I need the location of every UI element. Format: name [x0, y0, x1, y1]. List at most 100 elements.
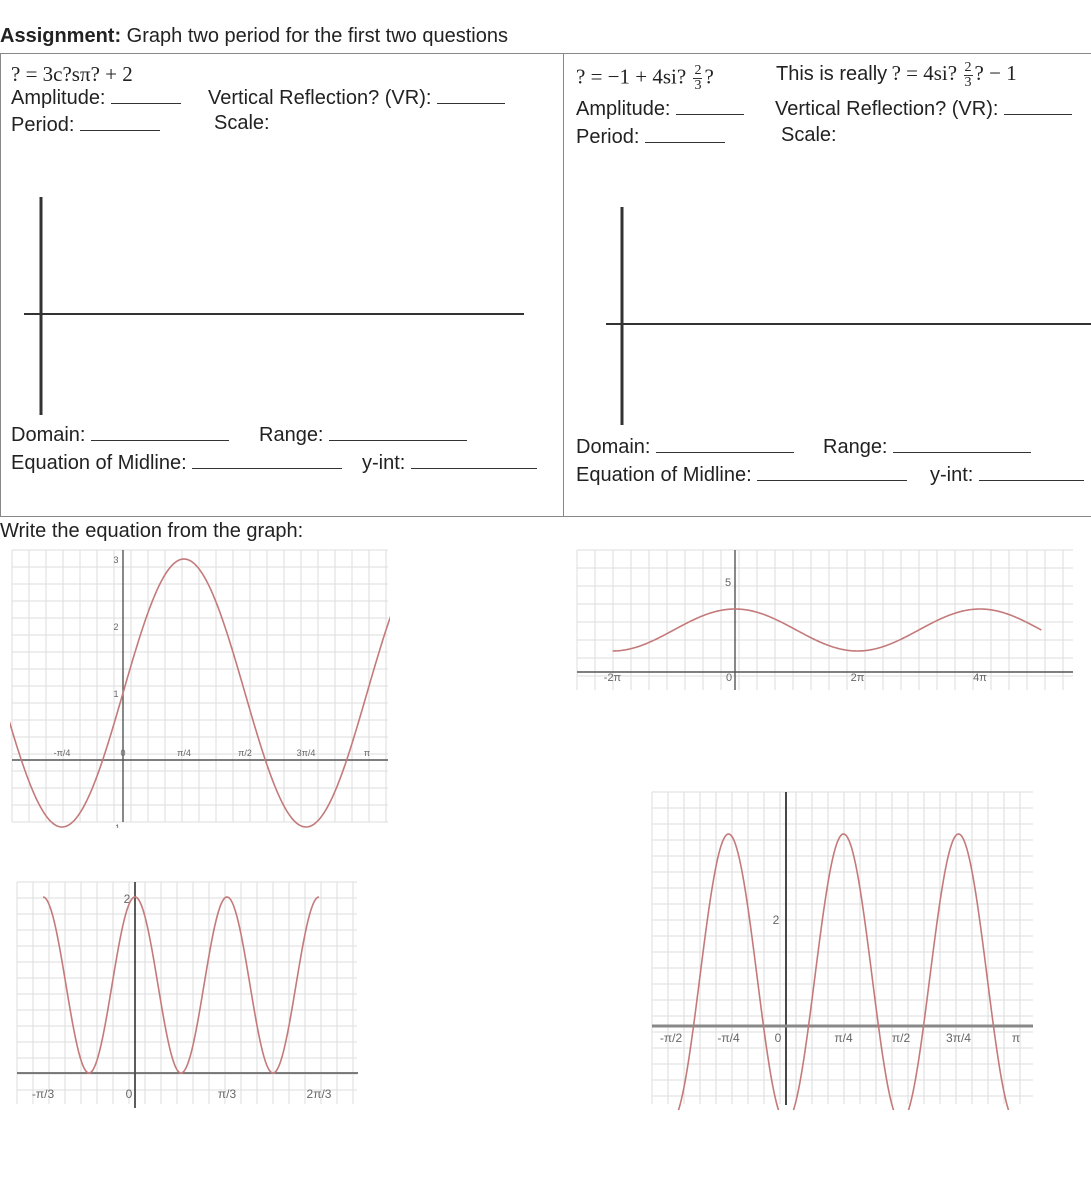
q2-range-field[interactable]: [893, 434, 1032, 453]
graph-b: -2π 0 2π 4π 5: [576, 549, 1073, 690]
q2-midline-label: Equation of Midline:: [576, 464, 752, 486]
q1-vr: Vertical Reflection? (VR):: [208, 85, 505, 110]
graph-c-x-tick-label: 0: [126, 1087, 133, 1101]
q1-vr-label: Vertical Reflection? (VR):: [208, 87, 432, 109]
q2-eq2-after: ? − 1: [974, 61, 1017, 85]
q2-yint: y-int:: [930, 462, 1084, 487]
graph-b-y-tick-label: 5: [725, 577, 731, 589]
q2-equation-after: ?: [704, 64, 714, 89]
q2-domain-label: Domain:: [576, 436, 651, 458]
q1-midline-field[interactable]: [192, 450, 343, 469]
graph-d-x-tick-label: 3π/4: [946, 1031, 971, 1045]
graph-b-x-tick-label: 0: [726, 672, 732, 684]
graph-a-y-tick-label: 1: [113, 689, 118, 699]
q2-amplitude-field[interactable]: [676, 96, 745, 115]
graph-b-x-tick-label: 2π: [851, 672, 865, 684]
q1-domain: Domain:: [11, 422, 230, 447]
q2-frac-num: 2: [693, 63, 703, 79]
graph-d-x-tick-label: π/2: [892, 1031, 911, 1045]
graph-d-x-tick-label: 0: [775, 1031, 782, 1045]
graph-d-x-tick-label: π/4: [834, 1031, 853, 1045]
q1-yint-label: y-int:: [362, 452, 406, 474]
q1-yint-field[interactable]: [410, 450, 537, 469]
q2-domain: Domain:: [576, 434, 795, 459]
q2-vr-field[interactable]: [1003, 96, 1072, 115]
q2-range-label: Range:: [823, 436, 888, 458]
graph-a-x-tick-label: π/2: [238, 748, 252, 758]
q2-yint-label: y-int:: [930, 464, 974, 486]
q2-eq2-frac-num: 2: [963, 60, 973, 77]
q2-amplitude-label: Amplitude:: [576, 98, 671, 120]
q1-period-field[interactable]: [79, 112, 160, 131]
question-1-left-rule: [0, 53, 1, 516]
q1-vr-field[interactable]: [436, 85, 505, 104]
graph-a-x-tick-label: π/4: [177, 748, 191, 758]
q2-eq2-frac-den: 3: [964, 75, 972, 91]
q2-range: Range:: [823, 434, 1032, 459]
q2-period: Period:: [576, 124, 725, 149]
graph-a-x-tick-label: π: [364, 748, 370, 758]
q2-graph-axes[interactable]: [600, 205, 1091, 427]
section-2-title: Write the equation from the graph:: [0, 520, 304, 542]
q2-vr-label: Vertical Reflection? (VR):: [775, 98, 999, 120]
q2-really-label: This is really: [776, 63, 888, 85]
q2-scale: Scale:: [781, 124, 837, 146]
graph-a-y-tick-label: -1: [112, 823, 120, 828]
graph-a-x-tick-label: -π/4: [54, 748, 71, 758]
graph-c-x-tick-label: 2π/3: [307, 1087, 332, 1101]
graph-d-x-tick-label: π: [1012, 1031, 1020, 1045]
q1-range-field[interactable]: [329, 422, 468, 441]
q1-scale: Scale:: [214, 112, 270, 134]
question-2-bottom-rule: [563, 516, 1091, 517]
q1-period: Period:: [11, 112, 160, 137]
graph-b-x-tick-label: 4π: [973, 672, 987, 684]
graph-a-curve: [10, 558, 390, 828]
graph-a-x-tick-label: 0: [120, 748, 125, 758]
q1-period-label: Period:: [11, 114, 75, 136]
q2-midline: Equation of Midline:: [576, 462, 908, 487]
q1-range: Range:: [259, 422, 468, 447]
q1-domain-label: Domain:: [11, 424, 86, 446]
q1-midline: Equation of Midline:: [11, 450, 343, 475]
q2-eq2-left: ? = 4si?: [891, 61, 958, 85]
graph-c-x-tick-label: -π/3: [32, 1087, 55, 1101]
q1-amplitude: Amplitude:: [11, 85, 182, 110]
graph-b-curve: [612, 608, 1042, 652]
q1-equation: ? = 3c?sπ? + 2: [11, 62, 133, 86]
assignment-label: Assignment:: [0, 25, 122, 47]
graph-a-y-tick-label: 3: [113, 555, 118, 565]
q2-really-line: This is really ? = 4si? 2 3? − 1: [776, 61, 1017, 90]
graph-c-curve: [42, 896, 320, 1074]
q1-graph-axes[interactable]: [20, 195, 530, 417]
graph-c: -π/3 0 π/3 2π/3 2: [16, 881, 358, 1108]
q1-midline-label: Equation of Midline:: [11, 452, 187, 474]
q2-amplitude: Amplitude:: [576, 96, 745, 121]
graph-b-x-tick-label: -2π: [604, 672, 622, 684]
q2-midline-field[interactable]: [757, 462, 908, 481]
graph-a-x-tick-label: 3π/4: [297, 748, 316, 758]
graph-d-curve: [677, 833, 1010, 1110]
q2-yint-field[interactable]: [978, 462, 1084, 481]
q2-period-field[interactable]: [644, 124, 725, 143]
graph-a: -π/2-π/40π/4π/23π/4π5π/4321-1: [10, 549, 390, 828]
header-rule: [0, 53, 1091, 54]
graph-c-x-tick-label: π/3: [218, 1087, 237, 1101]
q1-amplitude-field[interactable]: [111, 85, 182, 104]
q2-frac-den: 3: [694, 78, 702, 93]
assignment-instructions: Graph two period for the first two quest…: [121, 25, 508, 47]
graph-d-y-tick-label: 2: [773, 913, 780, 927]
graph-d: -π/2 -π/4 0 π/4 π/2 3π/4 π 2: [651, 791, 1033, 1110]
q1-yint: y-int:: [362, 450, 537, 475]
q2-equation: ? = −1 + 4si? 2 3?: [576, 64, 714, 93]
graph-c-y-tick-label: 2: [124, 892, 131, 906]
graph-d-x-tick-label: -π/4: [717, 1031, 740, 1045]
q1-amplitude-label: Amplitude:: [11, 87, 106, 109]
graph-d-x-tick-label: -π/2: [660, 1031, 683, 1045]
q2-equation-left: ? = −1 + 4si?: [576, 64, 687, 89]
q2-domain-field[interactable]: [656, 434, 795, 453]
q1-range-label: Range:: [259, 424, 324, 446]
q1-domain-field[interactable]: [91, 422, 230, 441]
q2-vr: Vertical Reflection? (VR):: [775, 96, 1072, 121]
